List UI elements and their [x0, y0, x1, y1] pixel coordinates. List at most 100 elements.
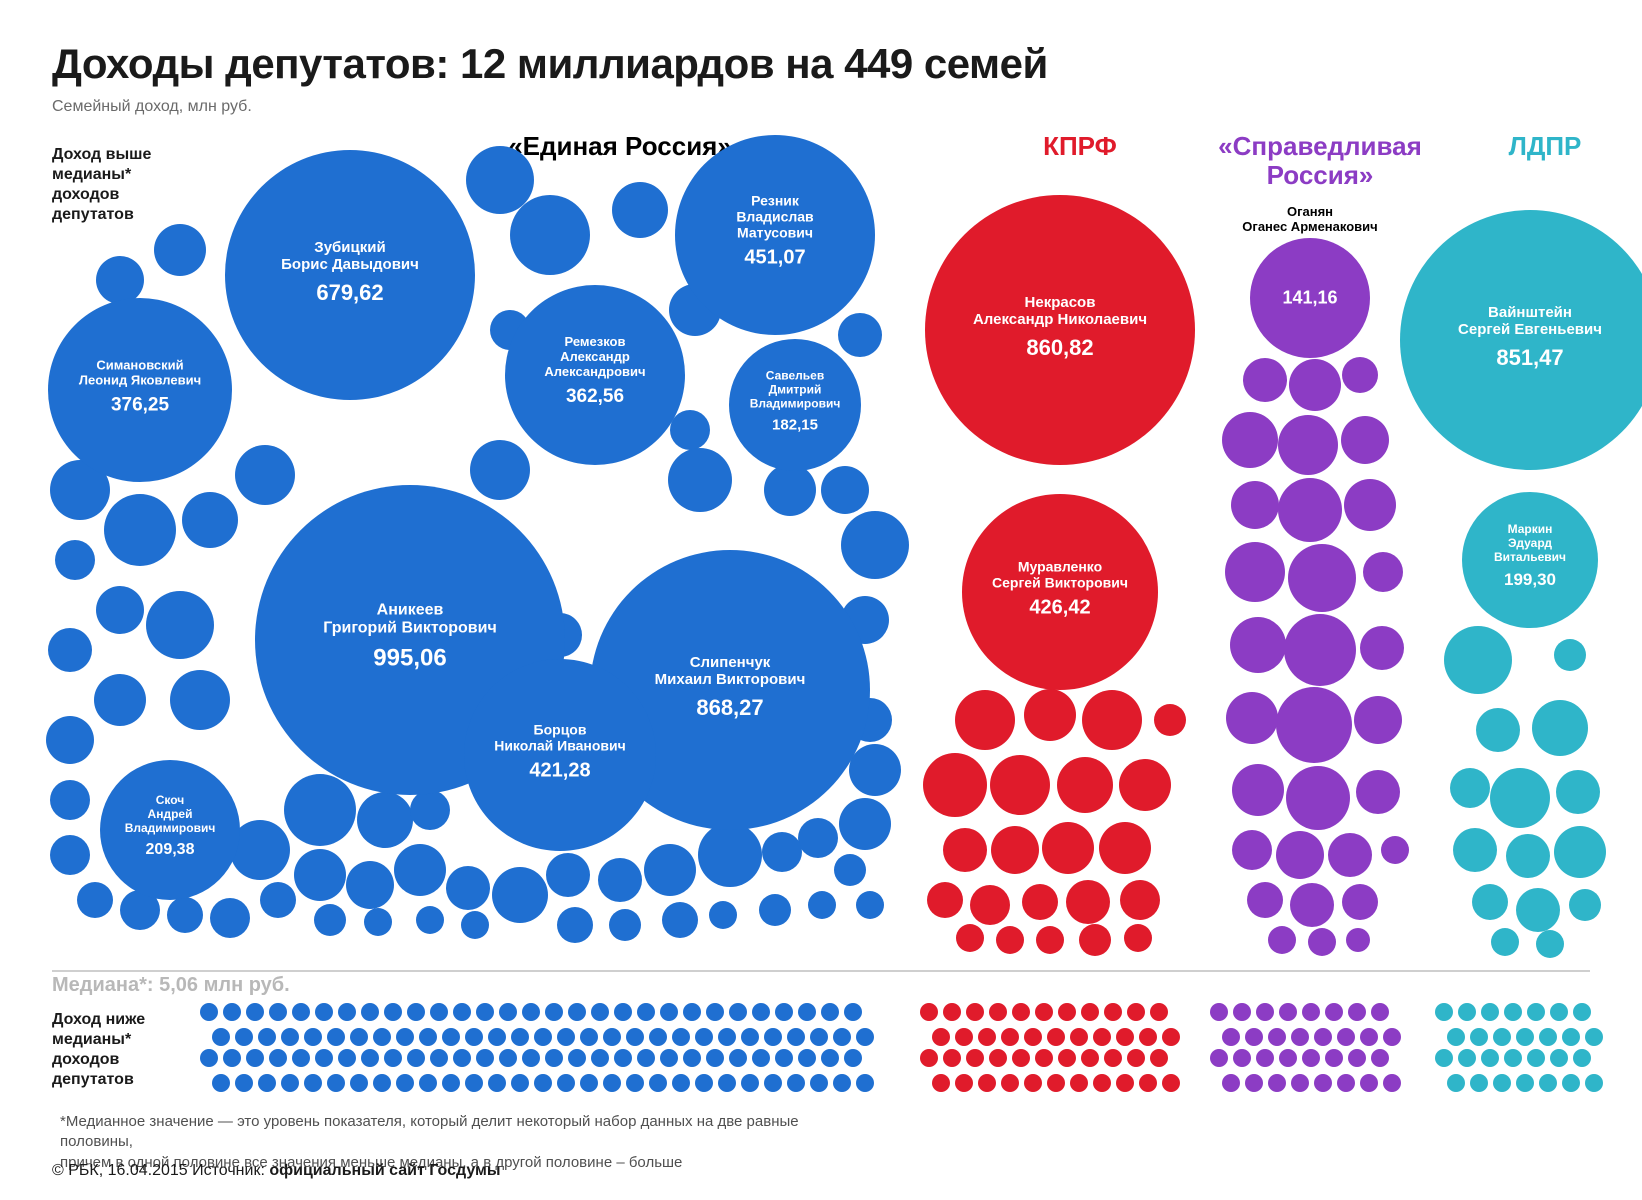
below-dot-er	[718, 1028, 736, 1046]
below-dot-er	[419, 1028, 437, 1046]
below-dot-er	[511, 1074, 529, 1092]
bubble-sr-filler-19	[1286, 766, 1350, 830]
bubble-ldpr-filler-10	[1472, 884, 1508, 920]
party-header-kprf: КПРФ	[970, 132, 1190, 161]
below-dot-er	[465, 1028, 483, 1046]
below-dot-er	[235, 1028, 253, 1046]
below-dot-er	[660, 1049, 678, 1067]
below-dot-er	[407, 1003, 425, 1021]
below-dot-er	[557, 1074, 575, 1092]
below-dot-sr	[1371, 1003, 1389, 1021]
below-dot-kprf	[1070, 1028, 1088, 1046]
below-dot-er	[856, 1028, 874, 1046]
below-dot-er	[764, 1074, 782, 1092]
party-header-sr: «Справедливая Россия»	[1200, 132, 1440, 189]
below-dot-ldpr	[1585, 1028, 1603, 1046]
below-dot-kprf	[955, 1028, 973, 1046]
below-dot-er	[304, 1028, 322, 1046]
bubble-er-filler-36	[492, 867, 548, 923]
bubble-ldpr-filler-5	[1490, 768, 1550, 828]
bubble-er-filler-35	[546, 853, 590, 897]
bubble-ldpr-filler-4	[1450, 768, 1490, 808]
below-dot-er	[534, 1028, 552, 1046]
below-dot-ldpr	[1458, 1003, 1476, 1021]
bubble-label: Савельев Дмитрий Владимирович182,15	[729, 369, 861, 434]
below-dot-sr	[1256, 1003, 1274, 1021]
bubble-er-filler-57	[856, 891, 884, 919]
below-dot-kprf	[1150, 1003, 1168, 1021]
below-dot-sr	[1325, 1003, 1343, 1021]
below-dot-kprf	[989, 1049, 1007, 1067]
bubble-er-filler-38	[394, 844, 446, 896]
below-dot-ldpr	[1447, 1028, 1465, 1046]
below-dot-er	[488, 1074, 506, 1092]
below-dot-sr	[1279, 1003, 1297, 1021]
bubble-sr-filler-0	[1243, 358, 1287, 402]
bubble-kprf-filler-15	[1120, 880, 1160, 920]
below-dot-sr	[1291, 1074, 1309, 1092]
below-dot-kprf	[1162, 1074, 1180, 1092]
below-dot-er	[729, 1049, 747, 1067]
bubble-er-filler-37	[446, 866, 490, 910]
below-dot-er	[741, 1028, 759, 1046]
below-dot-er	[223, 1003, 241, 1021]
below-dot-er	[695, 1074, 713, 1092]
below-dot-er	[453, 1003, 471, 1021]
bubble-er-labeled-6: Ремезков Александр Александрович362,56	[505, 285, 685, 465]
bubble-er-filler-8	[182, 492, 238, 548]
below-dot-er	[430, 1003, 448, 1021]
below-dot-kprf	[932, 1028, 950, 1046]
below-dot-ldpr	[1573, 1049, 1591, 1067]
bubble-er-labeled-7: Скоч Андрей Владимирович209,38	[100, 760, 240, 900]
bubble-er-filler-39	[346, 861, 394, 909]
bubble-er-filler-59	[759, 894, 791, 926]
below-dot-er	[442, 1074, 460, 1092]
bubble-kprf-filler-0	[955, 690, 1015, 750]
below-dot-sr	[1210, 1049, 1228, 1067]
below-dot-er	[315, 1049, 333, 1067]
bubble-sr-filler-17	[1354, 696, 1402, 744]
below-dot-er	[338, 1049, 356, 1067]
below-dot-kprf	[920, 1003, 938, 1021]
bubble-sr-filler-10	[1288, 544, 1356, 612]
bubble-ldpr-filler-13	[1491, 928, 1519, 956]
below-dot-ldpr	[1539, 1028, 1557, 1046]
below-dot-er	[810, 1074, 828, 1092]
below-dot-er	[787, 1028, 805, 1046]
below-dot-er	[660, 1003, 678, 1021]
below-dot-kprf	[920, 1049, 938, 1067]
below-dot-er	[844, 1003, 862, 1021]
bubble-er-filler-31	[762, 832, 802, 872]
below-dot-kprf	[1093, 1074, 1111, 1092]
below-dot-sr	[1314, 1074, 1332, 1092]
below-dot-er	[453, 1049, 471, 1067]
bubble-er-filler-53	[557, 907, 593, 943]
bubble-ldpr-filler-9	[1554, 826, 1606, 878]
below-dot-sr	[1360, 1074, 1378, 1092]
bubble-kprf-filler-12	[970, 885, 1010, 925]
bubble-er-filler-21	[764, 464, 816, 516]
below-dot-ldpr	[1550, 1003, 1568, 1021]
below-dot-er	[614, 1003, 632, 1021]
below-dot-ldpr	[1516, 1074, 1534, 1092]
bubble-er-filler-64	[461, 911, 489, 939]
bubble-kprf-filler-6	[1119, 759, 1171, 811]
bubble-sr-filler-15	[1226, 692, 1278, 744]
below-dot-kprf	[978, 1028, 996, 1046]
below-dot-sr	[1268, 1028, 1286, 1046]
below-dot-er	[856, 1074, 874, 1092]
bubble-er-filler-6	[104, 494, 176, 566]
below-dot-er	[695, 1028, 713, 1046]
below-dot-er	[787, 1074, 805, 1092]
below-dot-sr	[1222, 1074, 1240, 1092]
below-dot-kprf	[1058, 1003, 1076, 1021]
bubble-er-filler-56	[834, 854, 866, 886]
subtitle: Семейный доход, млн руб.	[52, 98, 252, 116]
below-dot-er	[465, 1074, 483, 1092]
bubble-er-filler-34	[598, 858, 642, 902]
below-dot-er	[672, 1074, 690, 1092]
bubble-label: Скоч Андрей Владимирович209,38	[100, 794, 240, 860]
below-dot-er	[488, 1028, 506, 1046]
below-dot-kprf	[1012, 1003, 1030, 1021]
below-dot-er	[258, 1074, 276, 1092]
